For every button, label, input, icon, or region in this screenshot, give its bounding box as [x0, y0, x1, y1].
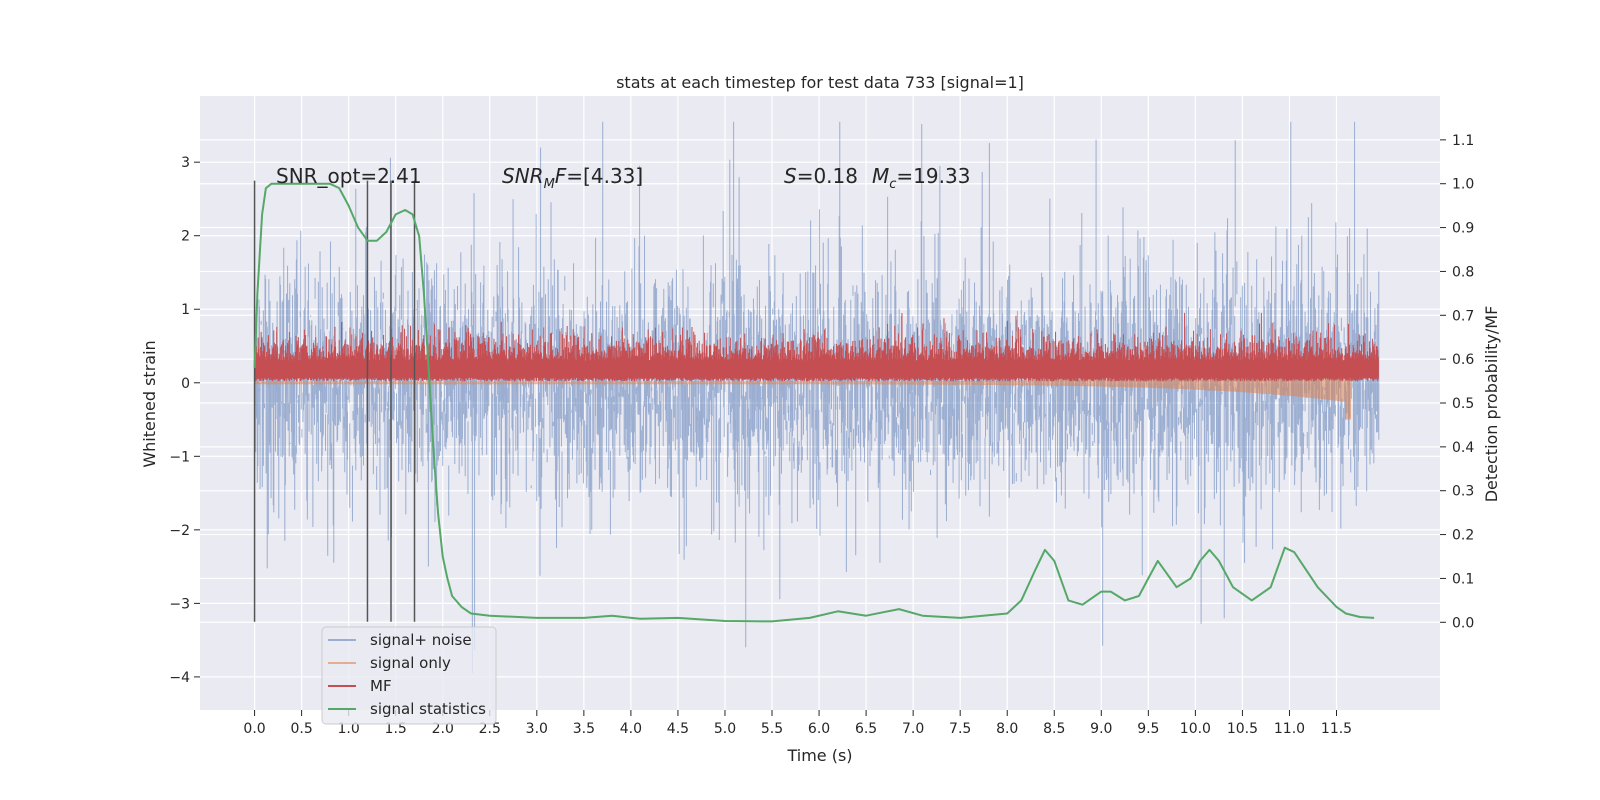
s-name: S — [784, 164, 797, 188]
snr-mf-sub: M — [544, 177, 555, 192]
s-value: =0.18 — [797, 164, 858, 188]
annotation-snr-opt: SNR_opt=2.41 — [276, 164, 422, 188]
mc-sub: c — [889, 177, 896, 192]
x-tick-label: 4.5 — [667, 721, 689, 737]
grid-right — [200, 139, 1440, 623]
y-tick-label-right: 0.4 — [1452, 440, 1474, 456]
x-tick-label: 1.0 — [338, 721, 360, 737]
y-tick-label-right: 0.6 — [1452, 352, 1474, 368]
y-tick-label-right: 0.3 — [1452, 484, 1474, 500]
x-tick-label: 3.5 — [573, 721, 595, 737]
snr-mf-f: F — [555, 164, 567, 188]
y-tick-label-left: −1 — [169, 449, 190, 465]
x-tick-label: 10.5 — [1227, 721, 1258, 737]
x-tick-label: 9.5 — [1137, 721, 1159, 737]
x-tick-label: 3.0 — [526, 721, 548, 737]
x-tick-label: 0.0 — [243, 721, 265, 737]
y-tick-label-right: 1.0 — [1452, 177, 1474, 193]
y-tick-label-right: 0.8 — [1452, 264, 1474, 280]
x-tick-label: 2.0 — [432, 721, 454, 737]
y-tick-label-left: −2 — [169, 523, 190, 539]
y-tick-label-right: 0.2 — [1452, 528, 1474, 544]
axis-layer: 3 2 1 0 −1 −2 −3 −4 1.1 1.0 0.9 0.8 0.7 0.6 0.5 0.4 0.3 0… — [169, 133, 1474, 737]
snr-mf-value: =[4.33] — [566, 164, 643, 188]
y-tick-label-left: 1 — [181, 302, 190, 318]
x-tick-label: 4.0 — [620, 721, 642, 737]
x-tick-label: 6.5 — [855, 721, 877, 737]
legend: signal+ noise signal only MF signal stat… — [321, 626, 497, 725]
y-tick-label-right: 0.7 — [1452, 308, 1474, 324]
x-axis-label: Time (s) — [786, 746, 852, 765]
legend-label-signal-only: signal only — [370, 654, 451, 672]
y-tick-label-right: 0.5 — [1452, 396, 1474, 412]
mc-name: M — [872, 164, 889, 188]
x-tick-label: 5.0 — [714, 721, 736, 737]
annotation-snr-mf: SNRMF=[4.33] — [502, 164, 643, 192]
y-tick-label-right: 0.1 — [1452, 571, 1474, 587]
x-tick-label: 1.5 — [385, 721, 407, 737]
x-tick-label: 5.5 — [761, 721, 783, 737]
legend-label-signal-statistics: signal statistics — [370, 700, 486, 718]
series-signal-statistics — [253, 182, 1375, 623]
legend-label-signal-noise: signal+ noise — [370, 631, 472, 649]
y-tick-label-left: 0 — [181, 376, 190, 392]
x-tick-label: 7.5 — [949, 721, 971, 737]
legend-box — [321, 626, 497, 725]
series-layer — [253, 121, 1380, 674]
y-tick-label-right: 0.0 — [1452, 615, 1474, 631]
x-tick-label: 11.0 — [1274, 721, 1305, 737]
y-tick-label-left: −3 — [169, 596, 190, 612]
x-tick-label: 10.0 — [1180, 721, 1211, 737]
y-tick-label-left: −4 — [169, 670, 190, 686]
legend-label-mf: MF — [370, 677, 392, 695]
snr-mf-name: SNR — [502, 164, 544, 188]
x-tick-label: 11.5 — [1321, 721, 1352, 737]
y-axis-label-right: Detection probability/MF — [1482, 306, 1501, 503]
x-tick-label: 7.0 — [902, 721, 924, 737]
x-tick-label: 2.5 — [479, 721, 501, 737]
annotation-s-mc: S=0.18 Mc=19.33 — [784, 164, 970, 192]
x-tick-label: 9.0 — [1090, 721, 1112, 737]
x-tick-label: 8.5 — [1043, 721, 1065, 737]
x-tick-label: 0.5 — [290, 721, 312, 737]
x-tick-label: 6.0 — [808, 721, 830, 737]
y-tick-label-left: 2 — [181, 229, 190, 245]
y-tick-label-right: 0.9 — [1452, 221, 1474, 237]
x-tick-label: 8.0 — [996, 721, 1018, 737]
y-tick-label-right: 1.1 — [1452, 133, 1474, 149]
y-tick-label-left: 3 — [181, 155, 190, 171]
chart-title: stats at each timestep for test data 733… — [616, 73, 1024, 92]
mc-value: =19.33 — [896, 164, 970, 188]
y-axis-label-left: Whitened strain — [140, 340, 159, 467]
